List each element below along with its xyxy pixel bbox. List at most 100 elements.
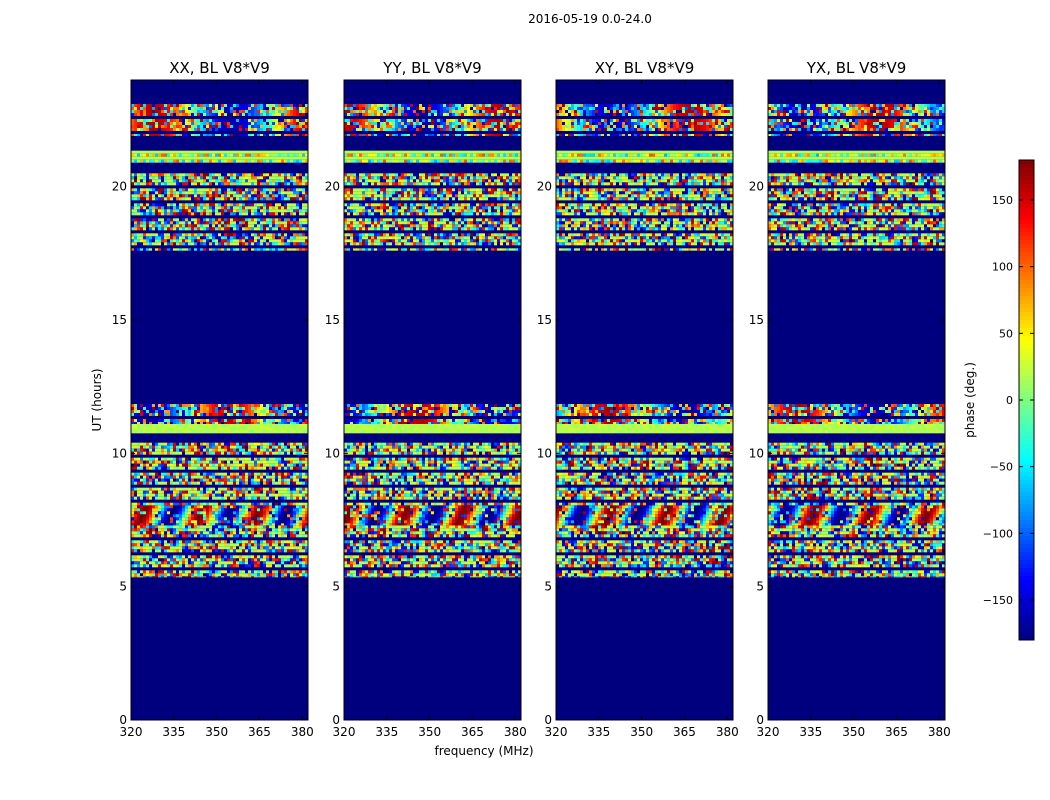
colorbar-segment	[1019, 172, 1034, 177]
colorbar-segment	[1019, 444, 1034, 449]
figure-suptitle: 2016-05-19 0.0-24.0	[528, 12, 652, 26]
colorbar-segment	[1019, 224, 1034, 229]
y-tick-label: 15	[325, 313, 340, 327]
heatmap-cells	[131, 104, 309, 578]
x-tick-label: 365	[248, 725, 271, 739]
colorbar-segment	[1019, 536, 1034, 541]
colorbar-segment	[1019, 168, 1034, 173]
colorbar-segment	[1019, 292, 1034, 297]
colorbar-segment	[1019, 564, 1034, 569]
colorbar-segment	[1019, 436, 1034, 441]
y-tick-label: 15	[112, 313, 127, 327]
colorbar-segment	[1019, 316, 1034, 321]
colorbar-segment	[1019, 504, 1034, 509]
x-axis-label: frequency (MHz)	[434, 744, 533, 758]
colorbar-segment	[1019, 276, 1034, 281]
panel-title: YY, BL V8*V9	[382, 59, 481, 77]
panel-title: YX, BL V8*V9	[806, 59, 907, 77]
colorbar-segment	[1019, 376, 1034, 381]
colorbar-segment	[1019, 488, 1034, 493]
colorbar-segment	[1019, 244, 1034, 249]
colorbar-segment	[1019, 416, 1034, 421]
x-tick-label: 365	[461, 725, 484, 739]
colorbar-segment	[1019, 440, 1034, 445]
x-tick-label: 350	[205, 725, 228, 739]
x-tick-label: 335	[587, 725, 610, 739]
colorbar-segment	[1019, 328, 1034, 333]
colorbar-segment	[1019, 412, 1034, 417]
colorbar-segment	[1019, 252, 1034, 257]
colorbar-segment	[1019, 356, 1034, 361]
colorbar-tick-label: −50	[990, 461, 1013, 474]
colorbar-segment	[1019, 360, 1034, 365]
y-tick-label: 0	[119, 713, 127, 727]
y-tick-label: 5	[756, 580, 764, 594]
panel-title: XY, BL V8*V9	[595, 59, 695, 77]
colorbar-segment	[1019, 304, 1034, 309]
y-tick-label: 0	[756, 713, 764, 727]
colorbar-segment	[1019, 624, 1034, 629]
colorbar-segment	[1019, 584, 1034, 589]
colorbar-segment	[1019, 608, 1034, 613]
colorbar-segment	[1019, 552, 1034, 557]
colorbar-segment	[1019, 280, 1034, 285]
colorbar-segment	[1019, 212, 1034, 217]
x-tick-label: 380	[291, 725, 314, 739]
colorbar-label: phase (deg.)	[963, 362, 977, 438]
y-tick-label: 20	[325, 180, 340, 194]
panel-frame	[555, 79, 734, 721]
panel-yy: YY, BL V8*V9 320 335 350 365 380 0 5 10 15 20	[325, 59, 527, 739]
x-tick-label: 380	[928, 725, 951, 739]
colorbar-tick-label: 0	[1006, 394, 1013, 407]
colorbar-segment	[1019, 272, 1034, 277]
colorbar-tick-label: −100	[983, 527, 1013, 540]
colorbar-segment	[1019, 396, 1034, 401]
colorbar-segment	[1019, 344, 1034, 349]
colorbar-segment	[1019, 216, 1034, 221]
colorbar-segment	[1019, 556, 1034, 561]
panel-frame	[343, 79, 522, 721]
colorbar-tick-label: 50	[999, 327, 1013, 340]
panel-xx: XX, BL V8*V9 320 335 350 365 380 0 5 10 15 20	[112, 59, 314, 739]
colorbar-segment	[1019, 576, 1034, 581]
y-tick-label: 15	[749, 313, 764, 327]
colorbar-segment	[1019, 452, 1034, 457]
colorbar-segment	[1019, 256, 1034, 261]
colorbar-segment	[1019, 264, 1034, 269]
colorbar-segment	[1019, 524, 1034, 529]
colorbar-segment	[1019, 464, 1034, 469]
colorbar: 150 100 50 0 −50 −100 −150	[983, 159, 1035, 641]
colorbar-segment	[1019, 184, 1034, 189]
panel-background	[556, 80, 733, 720]
colorbar-segment	[1019, 484, 1034, 489]
colorbar-segment	[1019, 348, 1034, 353]
x-tick-label: 335	[799, 725, 822, 739]
y-tick-label: 0	[332, 713, 340, 727]
heatmap-cells	[344, 104, 522, 578]
colorbar-tick-label: −150	[983, 594, 1013, 607]
colorbar-segment	[1019, 340, 1034, 345]
colorbar-segment	[1019, 616, 1034, 621]
colorbar-segment	[1019, 408, 1034, 413]
colorbar-segment	[1019, 404, 1034, 409]
panel-xy: XY, BL V8*V9 320 335 350 365 380 0 5 10 15 20	[537, 59, 739, 739]
colorbar-segment	[1019, 296, 1034, 301]
colorbar-segment	[1019, 332, 1034, 337]
colorbar-segment	[1019, 432, 1034, 437]
panel-title: XX, BL V8*V9	[169, 59, 270, 77]
y-axis-label: UT (hours)	[90, 368, 104, 431]
colorbar-segment	[1019, 568, 1034, 573]
colorbar-segment	[1019, 336, 1034, 341]
y-tick-label: 0	[544, 713, 552, 727]
colorbar-segment	[1019, 208, 1034, 213]
colorbar-segment	[1019, 320, 1034, 325]
colorbar-segment	[1019, 632, 1034, 637]
colorbar-segment	[1019, 176, 1034, 181]
colorbar-segment	[1019, 476, 1034, 481]
colorbar-segment	[1019, 508, 1034, 513]
colorbar-segment	[1019, 160, 1034, 165]
colorbar-segment	[1019, 388, 1034, 393]
y-tick-label: 10	[537, 446, 552, 460]
